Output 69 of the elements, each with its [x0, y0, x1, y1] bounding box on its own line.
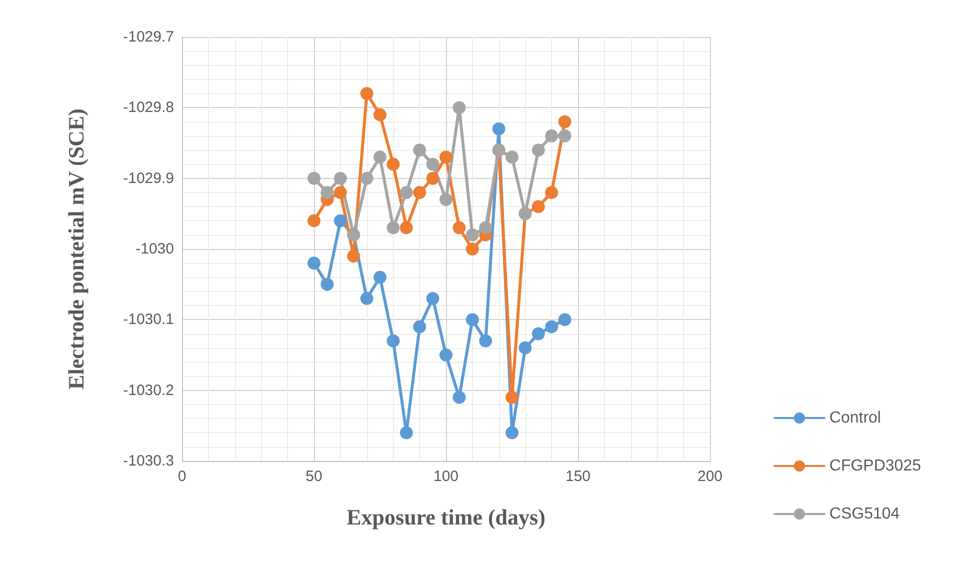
point	[532, 327, 545, 340]
point	[400, 221, 413, 234]
point	[545, 186, 558, 199]
point	[360, 87, 374, 100]
point	[308, 256, 320, 270]
x-tick-label: 0	[178, 468, 186, 485]
point	[426, 292, 440, 305]
point	[452, 221, 466, 234]
point	[374, 150, 386, 164]
point	[452, 390, 466, 404]
point	[506, 150, 518, 164]
point	[413, 320, 426, 334]
point	[492, 122, 506, 136]
point	[400, 186, 413, 199]
point	[506, 426, 518, 440]
y-tick-label: -1029.8	[123, 99, 174, 116]
point	[479, 221, 492, 234]
point	[360, 292, 374, 305]
y-tick-label: -1030.2	[123, 382, 174, 399]
point	[426, 172, 440, 185]
x-tick-label: 100	[433, 468, 459, 485]
point	[374, 108, 386, 122]
point	[452, 101, 466, 114]
point	[413, 144, 426, 157]
point	[440, 348, 452, 362]
point	[440, 150, 452, 164]
point	[532, 200, 545, 214]
point	[532, 144, 545, 157]
point	[518, 341, 532, 354]
y-tick-label: -1030	[136, 240, 174, 258]
point	[334, 186, 347, 199]
point	[506, 390, 518, 404]
point	[479, 334, 492, 348]
legend-label: Control	[829, 410, 881, 426]
point	[466, 228, 479, 242]
x-tick-label: 200	[697, 468, 723, 485]
y-tick-label: -1030.3	[123, 452, 174, 470]
point	[558, 115, 572, 128]
point	[426, 158, 440, 171]
point	[334, 172, 347, 185]
point	[545, 320, 558, 334]
point	[347, 250, 360, 263]
x-tick-label: 150	[565, 468, 591, 485]
x-tick-label: 50	[306, 468, 322, 485]
point	[360, 172, 374, 185]
point	[386, 334, 400, 348]
y-tick-label: -1029.9	[123, 170, 174, 187]
y-tick-label: -1030.1	[123, 311, 174, 328]
legend-label: CSG5104	[829, 506, 900, 522]
point	[413, 186, 426, 199]
point	[400, 426, 413, 440]
point	[334, 214, 347, 228]
point	[466, 313, 479, 326]
y-tick-label: -1029.7	[123, 28, 174, 46]
point	[320, 186, 334, 199]
point	[558, 129, 572, 142]
point	[308, 172, 320, 185]
point	[440, 193, 452, 206]
point	[320, 278, 334, 291]
point	[545, 129, 558, 142]
point	[374, 270, 386, 284]
point	[558, 313, 572, 326]
y-axis-title: Electrode pontetial mV (SCE)	[64, 108, 88, 390]
point	[466, 242, 479, 256]
x-axis-title: Exposure time (days)	[346, 504, 546, 530]
point	[386, 221, 400, 234]
point	[386, 158, 400, 171]
legend-label: CFGPD3025	[829, 458, 922, 474]
point	[308, 214, 320, 228]
